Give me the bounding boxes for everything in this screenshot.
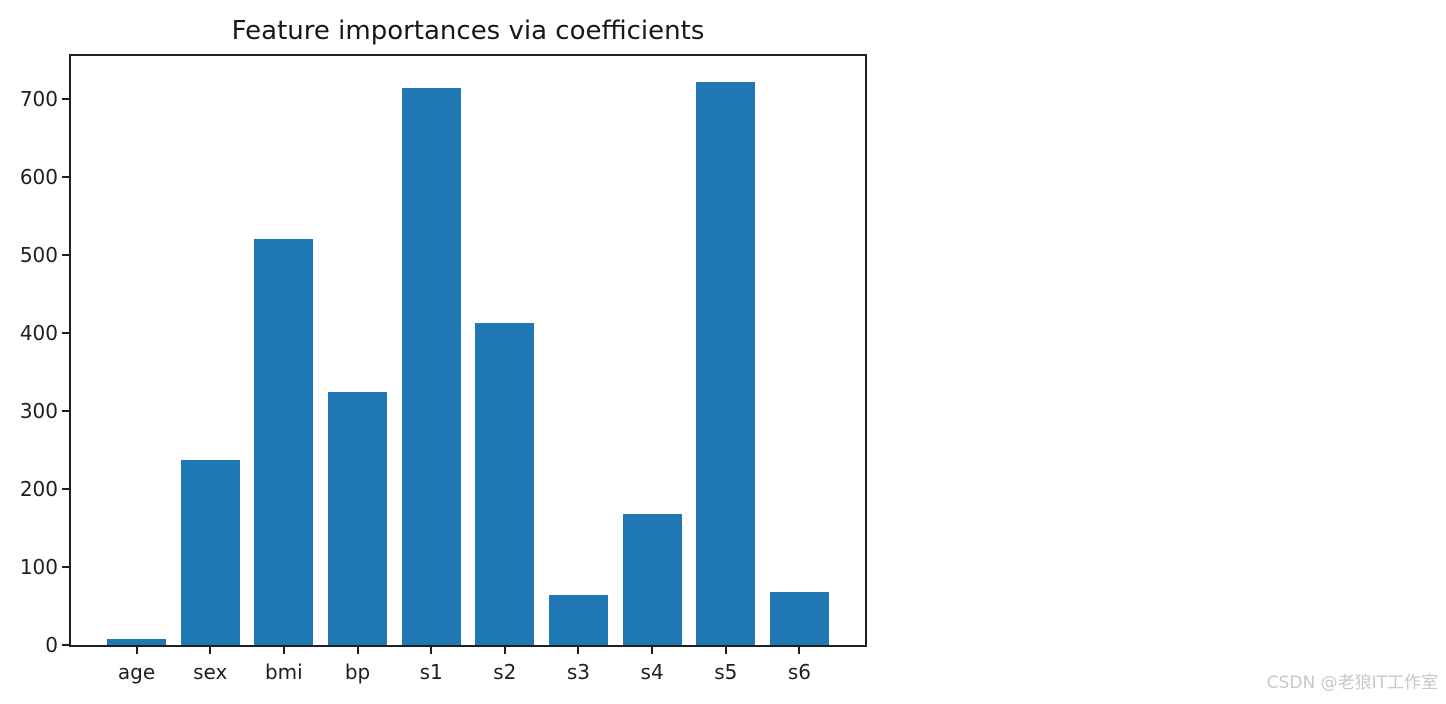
watermark-text: CSDN @老狼IT工作室 [1266,673,1438,693]
chart-title: Feature importances via coefficients [231,16,705,46]
bar-age [107,638,166,645]
x-tick-label-s1: s1 [419,660,443,684]
bar-s4 [622,513,682,645]
y-tick-0 [62,644,69,646]
y-tick-300 [62,409,69,412]
bar-chart-figure: Feature importances via coefficients age… [19,16,867,684]
y-tick-label-0: 0 [45,633,58,657]
x-tick-sex [209,647,212,654]
bar-bmi [254,239,314,645]
y-tick-label-200: 200 [19,476,58,501]
y-tick-600 [62,175,69,178]
x-tick-label-s2: s2 [493,660,517,684]
y-tick-100 [62,565,69,568]
y-tick-label-600: 600 [19,164,58,189]
x-tick-s2 [503,647,506,654]
x-tick-s6 [798,647,801,654]
bar-bp [328,392,387,645]
x-tick-label-s5: s5 [714,660,738,684]
y-tick-label-100: 100 [19,554,58,579]
bar-s3 [549,595,608,645]
y-tick-500 [62,253,69,256]
y-tick-label-400: 400 [19,320,58,345]
bar-s1 [401,87,461,645]
x-tick-label-bp: bp [344,660,371,684]
y-tick-200 [62,487,69,490]
bar-s5 [696,81,756,645]
y-tick-label-300: 300 [19,398,58,423]
y-tick-700 [62,97,69,100]
y-tick-label-500: 500 [19,242,58,267]
x-tick-label-s3: s3 [566,660,591,684]
bar-sex [180,460,240,645]
x-tick-label-sex: sex [193,660,228,684]
x-tick-label-bmi: bmi [264,660,303,684]
x-tick-label-age: age [117,660,156,684]
x-tick-s3 [577,647,580,654]
bar-s6 [769,591,829,645]
x-tick-s1 [430,647,433,654]
x-tick-label-s6: s6 [787,660,812,684]
bar-s2 [475,322,535,645]
x-tick-s5 [724,647,727,654]
y-tick-400 [62,331,69,334]
y-tick-label-700: 700 [19,86,58,111]
x-tick-s4 [651,647,654,654]
x-tick-label-s4: s4 [640,660,664,684]
x-tick-bmi [282,647,285,654]
x-tick-age [135,647,138,654]
x-tick-bp [356,647,359,654]
